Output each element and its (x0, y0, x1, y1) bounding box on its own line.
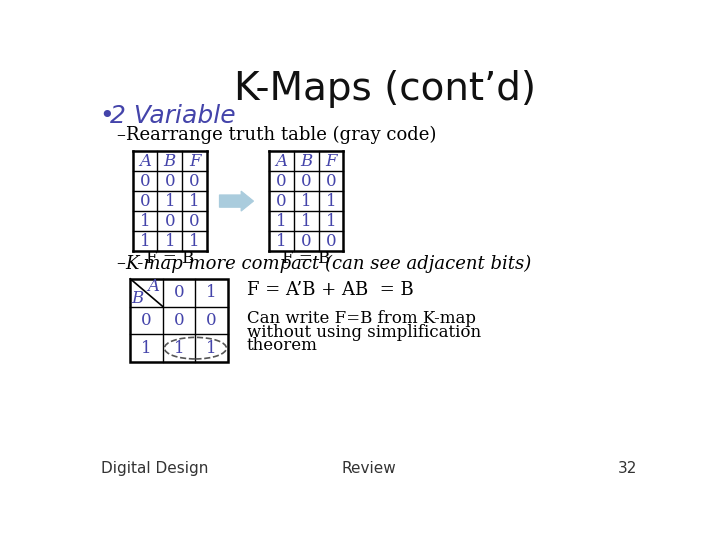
Text: 1: 1 (276, 233, 287, 249)
Text: B: B (300, 152, 312, 170)
Text: 1: 1 (174, 340, 184, 356)
Text: 0: 0 (174, 312, 184, 329)
Text: 1: 1 (164, 233, 175, 249)
Text: theorem: theorem (246, 338, 318, 354)
Text: Can write F=B from K-map: Can write F=B from K-map (246, 310, 475, 327)
Text: F: F (189, 152, 200, 170)
Text: F = B: F = B (145, 251, 194, 267)
Text: 1: 1 (207, 340, 217, 356)
Text: Review: Review (341, 461, 397, 476)
Text: K-map more compact (can see adjacent bits): K-map more compact (can see adjacent bit… (126, 254, 532, 273)
Text: 0: 0 (164, 213, 175, 230)
Text: 0: 0 (301, 233, 312, 249)
Text: 1: 1 (325, 193, 336, 210)
Text: F: F (325, 152, 337, 170)
Text: Rearrange truth table (gray code): Rearrange truth table (gray code) (126, 126, 436, 144)
Text: 0: 0 (141, 312, 152, 329)
Text: 0: 0 (189, 213, 200, 230)
Text: B: B (163, 152, 176, 170)
Text: 1: 1 (140, 213, 150, 230)
Text: A: A (139, 152, 151, 170)
Text: 0: 0 (207, 312, 217, 329)
Text: 1: 1 (207, 284, 217, 301)
Text: •: • (99, 104, 114, 129)
Text: B: B (131, 291, 143, 307)
Text: F = B: F = B (282, 251, 330, 267)
Text: 1: 1 (301, 193, 312, 210)
Text: 0: 0 (325, 233, 336, 249)
Bar (130, 279, 228, 362)
Text: 1: 1 (189, 233, 200, 249)
Text: A: A (276, 152, 287, 170)
Text: 32: 32 (618, 461, 637, 476)
Text: A: A (148, 278, 160, 295)
Text: 0: 0 (164, 173, 175, 190)
Bar (269, 151, 343, 251)
Text: 0: 0 (276, 173, 287, 190)
Text: 1: 1 (276, 213, 287, 230)
Text: without using simplification: without using simplification (246, 324, 481, 341)
Text: K-Maps (cont’d): K-Maps (cont’d) (233, 70, 536, 109)
Text: 0: 0 (301, 173, 312, 190)
Text: 0: 0 (325, 173, 336, 190)
Text: 0: 0 (174, 284, 184, 301)
Bar (132, 151, 207, 251)
Text: 1: 1 (141, 340, 152, 356)
Text: –: – (117, 254, 125, 273)
Text: 0: 0 (140, 173, 150, 190)
Text: 1: 1 (140, 233, 150, 249)
Text: Digital Design: Digital Design (101, 461, 208, 476)
Text: 0: 0 (189, 173, 200, 190)
Text: –: – (117, 126, 125, 144)
Text: 1: 1 (301, 213, 312, 230)
Text: 1: 1 (189, 193, 200, 210)
Bar (130, 279, 228, 362)
Text: 0: 0 (276, 193, 287, 210)
Text: 1: 1 (325, 213, 336, 230)
Text: 2 Variable: 2 Variable (110, 104, 235, 129)
Text: 0: 0 (140, 193, 150, 210)
Text: F = A’B + AB  = B: F = A’B + AB = B (246, 281, 413, 299)
Text: 1: 1 (164, 193, 175, 210)
FancyArrow shape (220, 191, 253, 211)
